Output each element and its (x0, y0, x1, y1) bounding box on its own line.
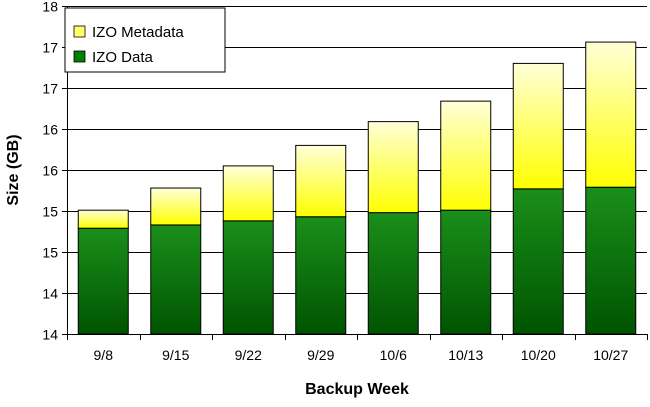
x-axis-title: Backup Week (305, 381, 409, 398)
x-tick-label: 10/27 (593, 347, 628, 363)
y-tick-label: 16 (42, 163, 58, 179)
legend-swatch-data (73, 50, 86, 63)
legend-label-data: IZO Data (92, 49, 154, 66)
bar-izo-metadata (295, 144, 347, 218)
y-tick-label: 17 (42, 81, 58, 97)
bar-izo-data (440, 209, 492, 335)
bar-izo-metadata (222, 165, 274, 222)
bars (77, 41, 637, 335)
y-tick-label: 18 (42, 0, 58, 15)
x-tick-label: 10/6 (380, 347, 407, 363)
y-tick-label: 17 (42, 40, 58, 56)
bar-izo-data (512, 188, 564, 335)
x-tick-label: 9/22 (235, 347, 262, 363)
legend: IZO Metadata IZO Data (64, 7, 226, 73)
y-tick-label: 14 (42, 286, 58, 302)
bar-izo-data (222, 220, 274, 335)
x-tick-label: 9/29 (307, 347, 334, 363)
x-tick-label: 10/13 (448, 347, 483, 363)
y-tick-label: 15 (42, 204, 58, 220)
legend-swatch-metadata (73, 25, 86, 38)
x-tick-label: 9/15 (162, 347, 189, 363)
bar-izo-metadata (512, 62, 564, 190)
bar-izo-metadata (440, 100, 492, 211)
y-tick-label: 16 (42, 122, 58, 138)
bar-izo-data (295, 216, 347, 335)
bar-izo-metadata (77, 209, 129, 229)
bar-izo-data (585, 186, 637, 335)
bar-izo-data (367, 212, 419, 335)
bar-izo-metadata (150, 187, 202, 226)
y-axis-title: Size (GB) (5, 134, 22, 205)
x-tick-label: 10/20 (521, 347, 556, 363)
y-tick-label: 15 (42, 245, 58, 261)
x-tick-label: 9/8 (94, 347, 114, 363)
axes: 14 14 15 15 16 16 17 17 18 9/8 9/15 9/22 9/29 10/6 10/… (42, 0, 648, 363)
bar-izo-data (150, 224, 202, 335)
bar-izo-metadata (585, 41, 637, 188)
y-tick-label: 14 (42, 327, 58, 343)
bar-izo-data (77, 227, 129, 335)
bar-izo-metadata (367, 121, 419, 214)
legend-label-metadata: IZO Metadata (92, 24, 184, 41)
